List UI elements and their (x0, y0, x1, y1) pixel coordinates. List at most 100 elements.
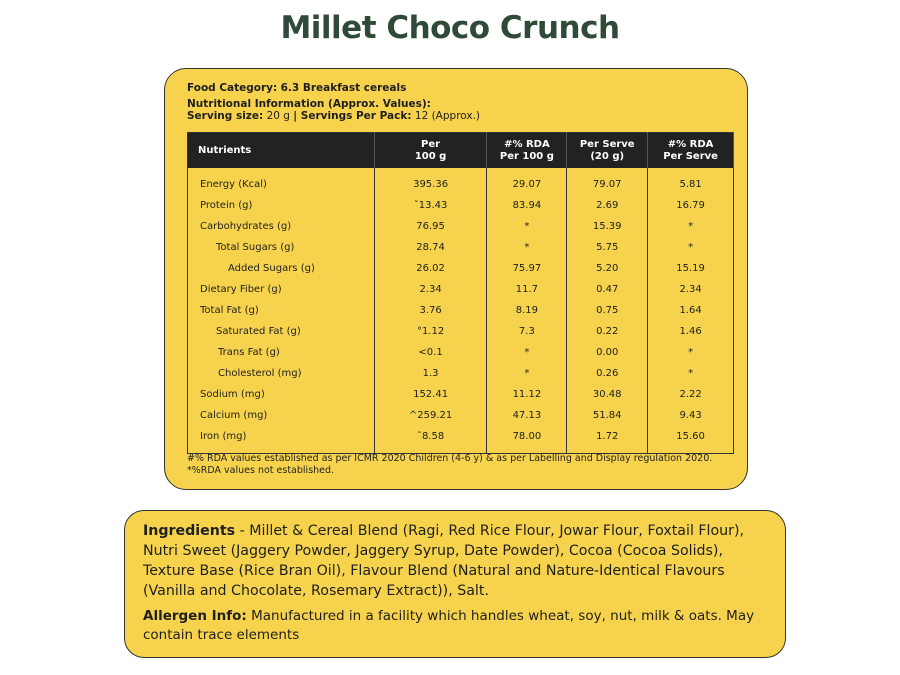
nutrient-value: * (647, 342, 734, 363)
ingredients-panel: Ingredients - Millet & Cereal Blend (Rag… (124, 510, 786, 658)
nutrient-value: ˜8.58 (373, 426, 488, 447)
ingredients-label: Ingredients (143, 523, 236, 539)
nutrient-name: Iron (mg) (187, 426, 375, 447)
nutrient-value: 11.12 (486, 384, 568, 405)
nutrient-value: 395.36 (373, 174, 488, 195)
spacer-cell (187, 447, 375, 454)
nutrient-value: * (647, 237, 734, 258)
servings-per-pack-label: | Servings Per Pack: (293, 110, 412, 122)
nutrient-name: Total Sugars (g) (187, 237, 375, 258)
nutrient-value: 2.34 (647, 279, 734, 300)
nutrient-value: 152.41 (373, 384, 488, 405)
nutrient-value: * (647, 216, 734, 237)
nutrient-value: 2.34 (373, 279, 488, 300)
nutrient-value: 51.84 (566, 405, 649, 426)
header-per-serve: Per Serve (20 g) (566, 132, 649, 168)
ingredients-list: - Millet & Cereal Blend (Ragi, Red Rice … (143, 523, 745, 599)
servings-per-pack-value: 12 (Approx.) (414, 110, 481, 122)
footnote: #% RDA values established as per ICMR 20… (187, 453, 713, 476)
table-row: Energy (Kcal) 395.36 29.07 79.07 5.81 (187, 174, 734, 195)
nutrient-name: Trans Fat (g) (187, 342, 375, 363)
nutrient-value: 75.97 (486, 258, 568, 279)
table-body: Energy (Kcal) 395.36 29.07 79.07 5.81 Protein… (187, 168, 734, 454)
table-row: Total Sugars (g) 28.74 * 5.75 * (187, 237, 734, 258)
food-category: Food Category: 6.3 Breakfast cereals (187, 82, 406, 94)
spacer-cell (647, 447, 734, 454)
allergen-info: Allergen Info: Manufactured in a facilit… (143, 607, 767, 645)
nutrient-value: 78.00 (486, 426, 568, 447)
nutrition-info-heading: Nutritional Information (Approx. Values)… (187, 98, 431, 110)
table-row: Added Sugars (g) 26.02 75.97 5.20 15.19 (187, 258, 734, 279)
spacer-cell (187, 168, 375, 174)
nutrient-value: ^259.21 (373, 405, 488, 426)
table-header-row: Nutrients Per 100 g #% RDA Per 100 g Per S… (187, 132, 734, 168)
nutrient-value: 2.69 (566, 195, 649, 216)
nutrient-value: 79.07 (566, 174, 649, 195)
nutrient-value: 5.20 (566, 258, 649, 279)
nutrient-name: Added Sugars (g) (187, 258, 375, 279)
serving-info: Serving size: 20 g | Servings Per Pack: … (187, 110, 480, 122)
nutrient-value: 15.19 (647, 258, 734, 279)
nutrient-value: °1.12 (373, 321, 488, 342)
nutrient-value: 3.76 (373, 300, 488, 321)
nutrient-value: 0.75 (566, 300, 649, 321)
nutrient-value: 1.64 (647, 300, 734, 321)
table-row: Iron (mg) ˜8.58 78.00 1.72 15.60 (187, 426, 734, 447)
nutrient-value: 1.46 (647, 321, 734, 342)
food-category-label: Food Category: (187, 82, 278, 94)
header-rda-per-100g: #% RDA Per 100 g (486, 132, 568, 168)
nutrient-value: 29.07 (486, 174, 568, 195)
nutrition-panel: Food Category: 6.3 Breakfast cereals Nut… (164, 68, 748, 490)
allergen-label: Allergen Info: (143, 608, 247, 624)
table-row: Total Fat (g) 3.76 8.19 0.75 1.64 (187, 300, 734, 321)
table-spacer-row (187, 447, 734, 454)
nutrient-value: 15.39 (566, 216, 649, 237)
table-row: Carbohydrates (g) 76.95 * 15.39 * (187, 216, 734, 237)
header-nutrients: Nutrients (187, 132, 375, 168)
table-row: Trans Fat (g) <0.1 * 0.00 * (187, 342, 734, 363)
nutrient-value: 5.75 (566, 237, 649, 258)
nutrient-value: 1.72 (566, 426, 649, 447)
header-per-100g: Per 100 g (374, 132, 488, 168)
nutrient-name: Energy (Kcal) (187, 174, 375, 195)
nutrient-value: <0.1 (373, 342, 488, 363)
nutrient-value: 76.95 (373, 216, 488, 237)
nutrient-value: ˇ13.43 (373, 195, 488, 216)
nutrient-value: 30.48 (566, 384, 649, 405)
header-rda-per-serve: #% RDA Per Serve (647, 132, 734, 168)
nutrient-value: 26.02 (373, 258, 488, 279)
table-row: Calcium (mg) ^259.21 47.13 51.84 9.43 (187, 405, 734, 426)
nutrient-value: 0.00 (566, 342, 649, 363)
nutrient-value: * (486, 342, 568, 363)
spacer-cell (373, 447, 488, 454)
nutrient-value: 9.43 (647, 405, 734, 426)
nutrient-name: Protein (g) (187, 195, 375, 216)
nutrient-value: 11.7 (486, 279, 568, 300)
nutrient-value: 5.81 (647, 174, 734, 195)
page-title: Millet Choco Crunch (280, 10, 620, 46)
nutrient-value: 0.26 (566, 363, 649, 384)
nutrient-value: * (486, 216, 568, 237)
nutrient-value: 0.47 (566, 279, 649, 300)
nutrient-value: 47.13 (486, 405, 568, 426)
table-spacer-row (187, 168, 734, 174)
nutrient-value: * (486, 237, 568, 258)
nutrient-value: 1.3 (373, 363, 488, 384)
nutrient-name: Sodium (mg) (187, 384, 375, 405)
table-row: Saturated Fat (g) °1.12 7.3 0.22 1.46 (187, 321, 734, 342)
nutrient-value: 15.60 (647, 426, 734, 447)
nutrient-value: 8.19 (486, 300, 568, 321)
nutrient-value: 83.94 (486, 195, 568, 216)
nutrient-name: Dietary Fiber (g) (187, 279, 375, 300)
nutrient-name: Carbohydrates (g) (187, 216, 375, 237)
table-row: Dietary Fiber (g) 2.34 11.7 0.47 2.34 (187, 279, 734, 300)
table-row: Sodium (mg) 152.41 11.12 30.48 2.22 (187, 384, 734, 405)
nutrient-name: Total Fat (g) (187, 300, 375, 321)
serving-size-value: 20 g (266, 110, 290, 122)
spacer-cell (373, 168, 488, 174)
nutrient-value: 28.74 (373, 237, 488, 258)
nutrient-value: * (647, 363, 734, 384)
spacer-cell (647, 168, 734, 174)
serving-size-label: Serving size: (187, 110, 264, 122)
nutrient-name: Saturated Fat (g) (187, 321, 375, 342)
